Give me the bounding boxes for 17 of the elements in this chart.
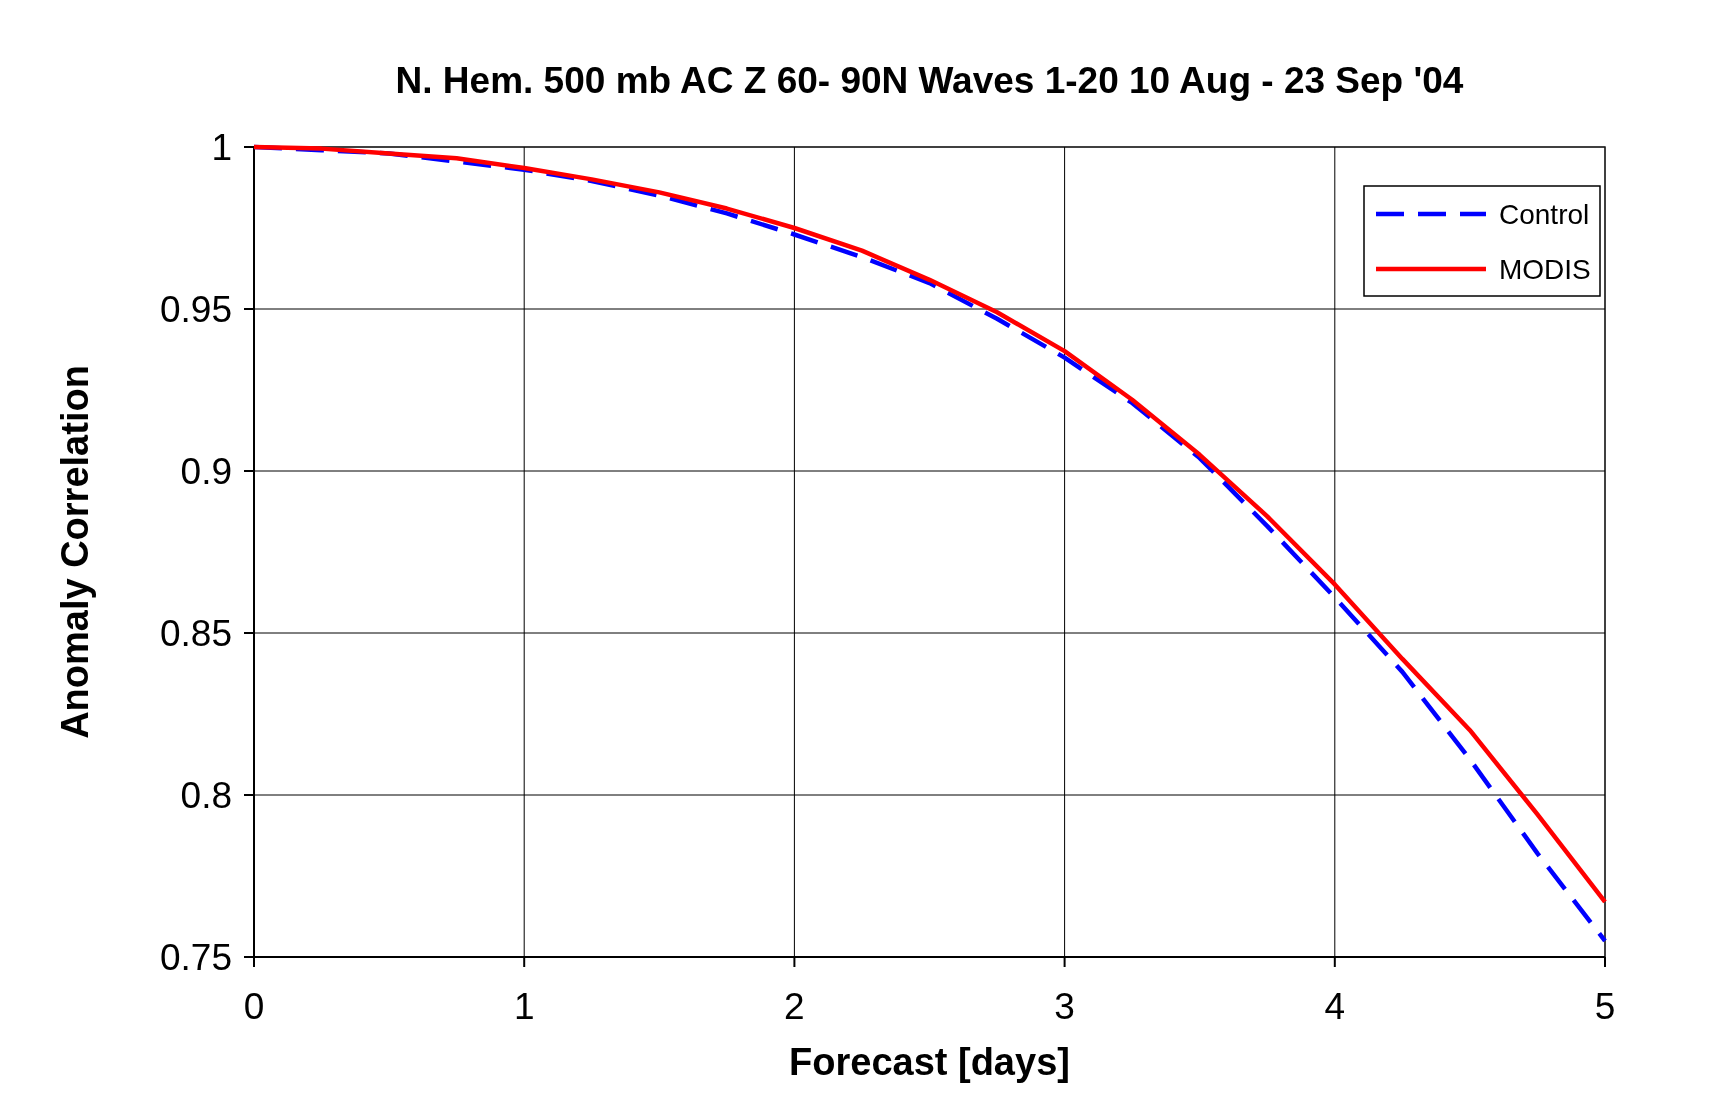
- y-tick-label: 0.8: [180, 775, 232, 816]
- y-tick-label: 0.9: [180, 451, 232, 492]
- y-tick-label: 0.75: [159, 937, 232, 978]
- legend-label: Control: [1499, 199, 1590, 230]
- x-tick-label: 3: [1054, 986, 1075, 1027]
- x-tick-label: 4: [1324, 986, 1346, 1027]
- y-tick-label: 1: [211, 127, 232, 168]
- y-tick-label: 0.95: [159, 289, 232, 330]
- legend-label: MODIS: [1499, 254, 1591, 285]
- x-tick-label: 2: [784, 986, 805, 1027]
- chart-title: N. Hem. 500 mb AC Z 60- 90N Waves 1-20 10 Aug - 23 Sep '04: [395, 60, 1464, 101]
- x-axis-title: Forecast [days]: [789, 1041, 1070, 1083]
- x-tick-label: 5: [1594, 986, 1616, 1027]
- x-tick-label: 0: [243, 986, 265, 1027]
- y-axis-title: Anomaly Correlation: [54, 365, 96, 739]
- y-tick-label: 0.85: [159, 613, 232, 654]
- x-tick-label: 1: [513, 986, 535, 1027]
